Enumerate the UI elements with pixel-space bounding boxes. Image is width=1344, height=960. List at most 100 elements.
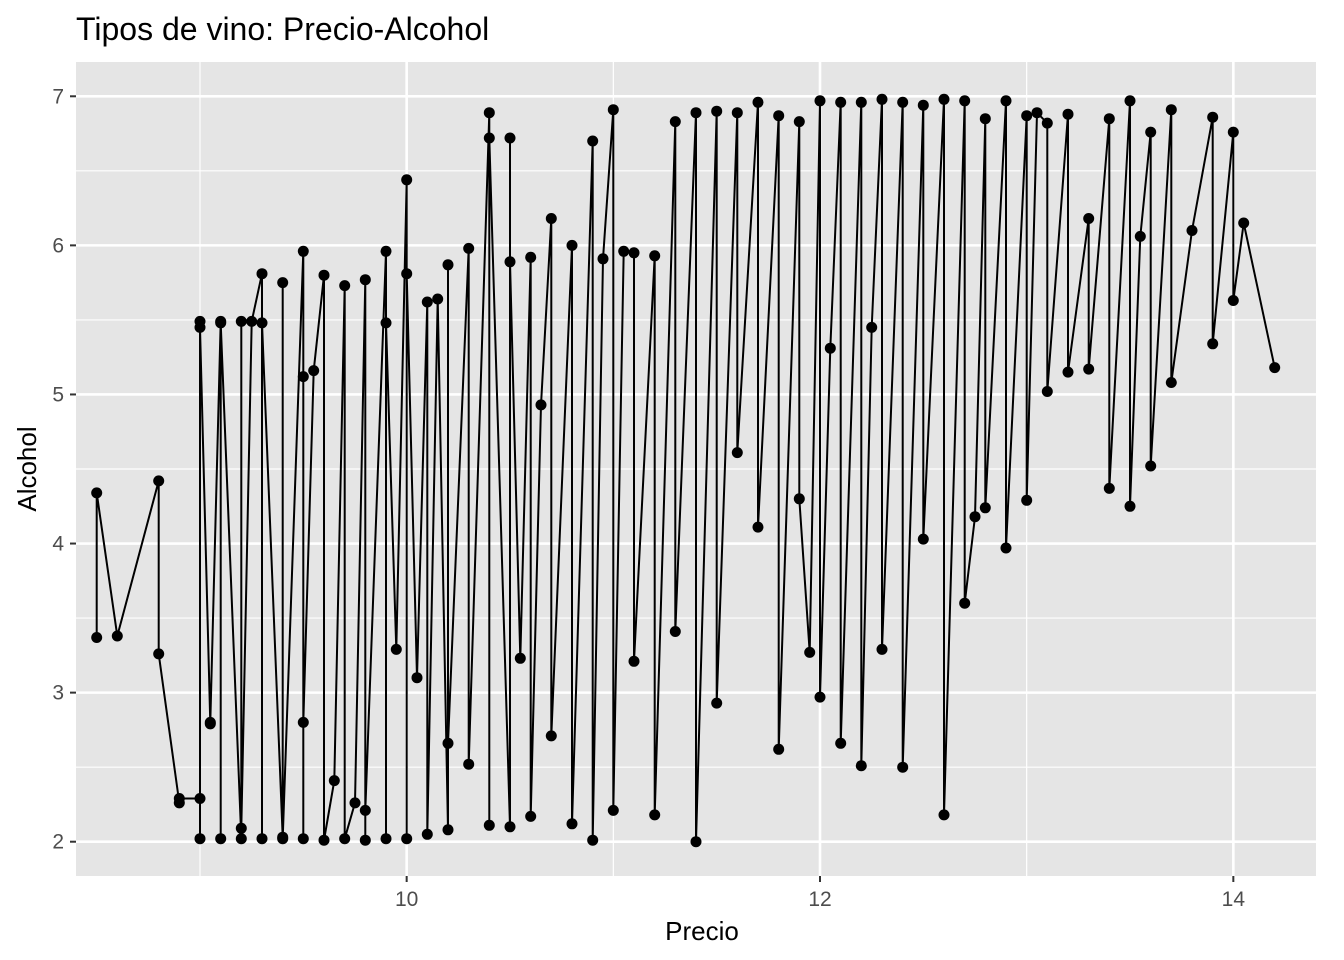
data-point <box>442 737 454 749</box>
data-point <box>483 107 495 119</box>
data-point <box>215 317 227 329</box>
data-point <box>897 761 909 773</box>
data-point <box>277 277 289 289</box>
data-point <box>607 104 619 116</box>
data-point <box>390 643 402 655</box>
data-point <box>1165 377 1177 388</box>
data-point <box>711 697 723 709</box>
data-point <box>814 691 826 703</box>
data-point <box>1227 126 1239 138</box>
data-point <box>1134 230 1146 242</box>
data-point <box>1062 366 1074 378</box>
data-point <box>1238 217 1250 229</box>
data-point <box>1165 104 1177 116</box>
data-point <box>1207 111 1219 123</box>
data-point <box>835 96 847 108</box>
data-point <box>587 834 599 846</box>
data-point <box>153 475 165 487</box>
data-point <box>1031 107 1043 119</box>
data-point <box>804 646 816 658</box>
data-point <box>1103 482 1115 494</box>
data-point <box>1186 225 1198 236</box>
data-point <box>938 809 950 821</box>
data-point <box>587 135 599 147</box>
data-point <box>731 107 743 119</box>
x-axis-label: Precio <box>665 916 739 946</box>
data-point <box>731 447 743 459</box>
data-point <box>235 822 247 834</box>
data-point <box>401 833 413 845</box>
data-marks <box>91 93 1281 848</box>
data-point <box>1000 542 1012 554</box>
data-point <box>246 315 258 327</box>
data-point <box>401 174 413 186</box>
data-point <box>566 818 578 830</box>
data-point <box>1062 108 1074 120</box>
data-point <box>359 274 371 286</box>
data-point <box>463 242 475 254</box>
chart-title: Tipos de vino: Precio-Alcohol <box>76 11 489 47</box>
data-point <box>1000 95 1012 107</box>
data-point <box>111 630 123 642</box>
data-point <box>297 833 309 845</box>
data-point <box>1083 213 1095 224</box>
data-point <box>1083 363 1095 375</box>
data-point <box>669 626 681 637</box>
data-point <box>91 632 103 643</box>
data-point <box>421 296 433 308</box>
data-point <box>442 824 454 836</box>
y-axis-label: Alcohol <box>12 426 42 511</box>
data-point <box>835 737 847 749</box>
data-point <box>979 502 991 514</box>
data-point <box>525 810 537 822</box>
x-tick-label: 12 <box>808 888 831 911</box>
data-point <box>256 317 268 329</box>
data-point <box>690 107 702 119</box>
data-point <box>938 93 950 105</box>
x-axis-ticks: 10 12 14 <box>395 876 1245 911</box>
data-point <box>969 511 981 523</box>
data-point <box>1021 110 1033 122</box>
data-point <box>297 245 309 257</box>
data-point <box>308 365 320 377</box>
data-point <box>917 99 929 111</box>
data-point <box>1124 500 1136 512</box>
data-point <box>442 259 454 271</box>
data-point <box>504 821 516 833</box>
data-point <box>1207 338 1219 350</box>
data-point <box>256 833 268 845</box>
data-point <box>504 132 516 144</box>
data-point <box>504 256 516 268</box>
data-point <box>628 247 640 259</box>
x-tick-label: 10 <box>395 888 418 911</box>
data-point <box>917 533 929 545</box>
data-point <box>235 315 247 327</box>
data-point <box>297 716 309 728</box>
data-point <box>649 250 661 262</box>
data-point <box>979 113 991 125</box>
data-point <box>876 643 888 655</box>
data-point <box>194 321 206 333</box>
data-point <box>359 834 371 846</box>
data-point <box>318 834 330 846</box>
data-point <box>173 793 185 804</box>
data-point <box>277 833 289 845</box>
data-point <box>411 672 423 684</box>
data-point <box>235 833 247 845</box>
data-point <box>339 280 351 292</box>
y-tick-label: 7 <box>52 85 64 108</box>
y-tick-label: 3 <box>52 682 64 705</box>
data-point <box>514 652 526 664</box>
data-point <box>1145 126 1157 138</box>
data-point <box>318 269 330 281</box>
data-point <box>773 743 785 755</box>
y-axis-ticks: 2 3 4 5 6 7 <box>52 85 76 854</box>
data-point <box>1124 95 1136 107</box>
data-point <box>380 317 392 329</box>
y-tick-label: 5 <box>52 383 64 406</box>
data-point <box>690 836 702 848</box>
data-point <box>773 110 785 122</box>
data-point <box>525 251 537 263</box>
data-point <box>649 809 661 821</box>
data-point <box>607 804 619 816</box>
